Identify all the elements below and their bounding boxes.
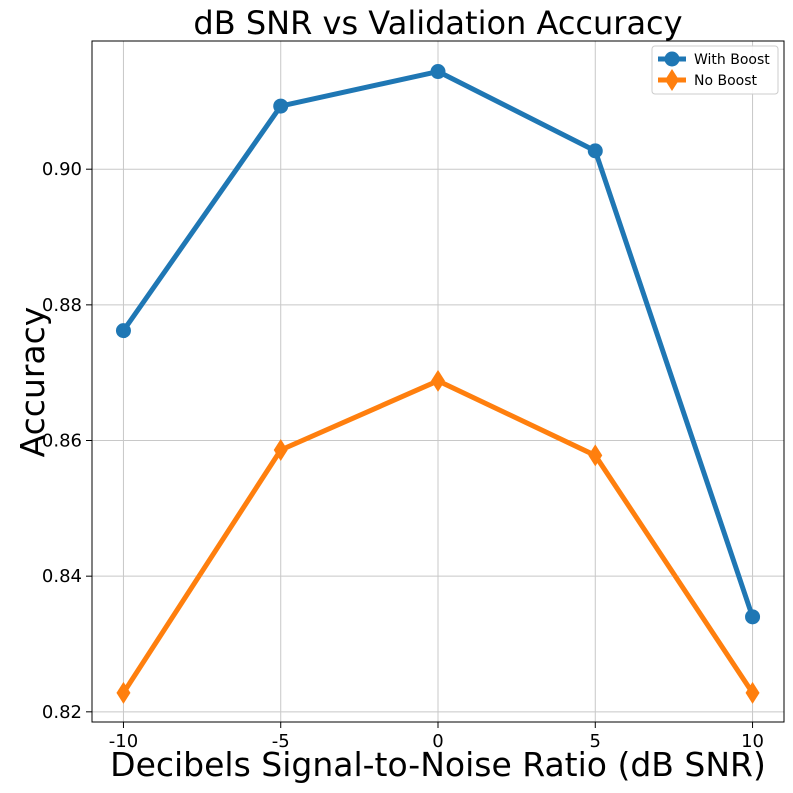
series-no-boost [116,369,760,704]
legend-item-no-boost: No Boost [658,69,758,91]
y-tick-label: 0.86 [42,431,82,452]
legend-item-with-boost: With Boost [658,51,770,68]
series-layer [115,64,761,704]
chart-title: dB SNR vs Validation Accuracy [193,4,682,42]
legend-marker [664,51,680,67]
data-point-with-boost [273,98,289,114]
x-tick-label: -5 [272,731,290,752]
legend-label: No Boost [694,73,758,89]
x-tick-label: 10 [741,731,764,752]
data-point-with-boost [430,64,446,80]
data-point-with-boost [587,143,603,159]
data-point-no-boost [273,439,288,462]
x-tick-label: -10 [109,731,138,752]
data-point-no-boost [588,444,603,467]
x-tick-label: 0 [432,731,443,752]
data-point-with-boost [115,323,131,339]
legend: With Boost No Boost [651,45,779,95]
legend-label: With Boost [694,52,770,68]
data-point-with-boost [745,609,761,625]
y-tick-label: 0.88 [42,295,82,316]
x-axis-label: Decibels Signal-to-Noise Ratio (dB SNR) [110,745,766,784]
y-tick-label: 0.82 [42,702,82,723]
data-point-no-boost [116,681,131,704]
y-tick-label: 0.90 [42,159,82,180]
series-with-boost [115,64,761,625]
axis-ticks: -10 -5 0 5 10 0.82 0.84 0.86 0.88 0.90 [42,159,764,752]
data-point-no-boost [431,369,445,392]
data-point-no-boost [745,681,760,704]
x-tick-label: 5 [590,731,601,752]
y-axis-label: Accuracy [13,307,52,458]
legend-marker [665,69,679,91]
y-tick-label: 0.84 [42,566,82,587]
